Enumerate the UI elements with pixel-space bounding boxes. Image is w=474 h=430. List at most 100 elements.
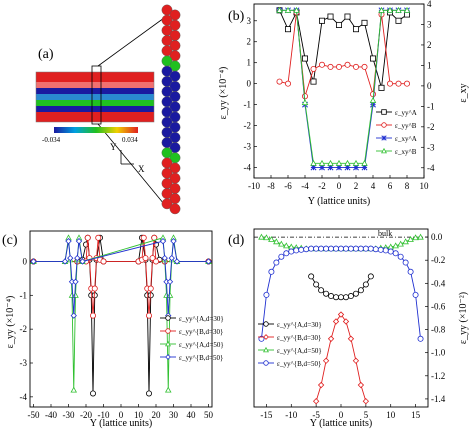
panel-d-series-3-point [337,245,344,252]
panel-b-right-ytick-label: -3 [427,142,435,152]
panel-d-series-3-point [402,259,409,266]
panel-d-series-3-point [397,253,404,260]
panel-b-xtick-label: 6 [388,181,393,191]
axis-x-label: X [138,164,145,174]
panel-c-series-0-point [90,390,97,397]
panel-b-series-3-point [403,6,411,13]
panel-b-series-3-point [327,159,334,166]
panel-d-series-3-point [313,245,320,252]
panel-d-legend-label: ε_yy^{B,d=50} [277,360,321,368]
panel-c-series-2-point [72,291,79,298]
panel-b-ylabel-left: ε_yy (×10⁻⁴) [218,67,229,120]
panel-d-xtick-label: -15 [260,410,272,420]
panel-d-legend-marker [263,346,269,353]
panel-d-ytick-label: -1.2 [431,371,445,381]
panel-d-series-0-point [313,281,320,288]
panel-c-series-1-point [147,285,154,292]
panel-b-legend-marker [381,122,387,128]
panel-c-series-1-point [84,234,91,241]
panel-b-ytick-label: -2 [244,121,252,131]
panel-d-xtick-label: 10 [386,410,396,420]
panel-c-ytick-label: 0 [23,256,28,266]
panel-b-right-ytick-label: 3 [427,19,432,29]
panel-b-right-ytick-label: -1 [427,101,435,111]
panel-b-series-0-point [301,55,308,62]
panel-c-series-3-point [75,237,83,245]
panel-c-label: (c) [2,233,18,248]
panel-c-series-0-point [145,390,152,397]
panel-c-series-3-point [30,258,37,265]
panel-d-series-3-point [303,246,310,253]
panel-d-ytick-label: -1.0 [431,348,446,358]
panel-c-series-3-point [70,312,77,319]
panel-d-series-1-point [362,398,370,405]
panel-b-ytick-label: -3 [244,142,252,152]
panel-b-xtick-label: 8 [405,181,410,191]
panel-b-series-0-point [335,21,342,28]
panel-c-xtick-label: 50 [204,410,214,420]
panel-b-series-0-point [344,13,351,20]
panel-d-ytick-label: -0.4 [431,278,446,288]
panel-b-series-3-point [293,6,300,13]
panel-c-series-3-point [79,258,86,265]
panel-d-legend-marker [263,334,269,340]
panel-d-series-3-point [392,250,399,257]
panel-b-series-1 [276,9,410,100]
panel-c-series-1 [30,234,212,319]
panel-c-series-1-point [95,234,102,241]
panel-c-series-2 [30,234,212,393]
panel-b-series-0-point [318,17,325,24]
panel-b-legend: ε_yy^A ε_yy^B ε_xy^A ε_xy^B [376,109,417,156]
panel-b-series-3-point [386,6,394,13]
panel-c-legend-entry-2: ε_yy^{A,d=50} [160,340,224,349]
atom [169,203,181,215]
panel-d-series-0-point [342,294,349,301]
panel-b-series-1-point [344,61,351,68]
panel-d-series-3-point [377,246,384,253]
panel-c-series-2-line [33,237,209,391]
panel-b-series-1-point [352,63,359,70]
panel-d-series-0-point [323,290,330,297]
panel-d-series-1-point [352,357,360,364]
panel-d-legend-label: ε_yy^{B,d=30} [277,334,321,342]
panel-c-legend-marker [165,340,171,347]
panel-c-series-1-point [91,285,98,292]
panel-d-series-1-point [322,357,330,364]
panel-d-ytick-label: -0.2 [431,255,445,265]
panel-d-label: (d) [228,233,245,248]
panel-c-legend-entry-1: ε_yy^{B,d=30} [160,328,223,336]
panel-b-series-3-point [395,6,402,13]
panel-d-legend-marker [263,360,269,366]
panel-c-series-1-point [140,234,147,241]
panel-d-series-3-point [357,245,364,252]
panel-d-series-3-point [382,247,389,254]
panel-b-series-0-point [378,84,385,91]
panel-d-series-3-point [283,250,290,257]
panel-c-xtick-label: 40 [187,410,197,420]
panel-b-xtick-label: -8 [267,181,275,191]
panel-c-legend: ε_yy^{A,d=30} ε_yy^{B,d=30} ε_yy^{A,d=50} ε… [160,315,224,362]
panel-d-legend-entry-0: ε_yy^{A,d=30} [258,321,322,329]
panel-c-ytick-label: -1 [20,290,28,300]
panel-b-series-0-point [352,26,359,33]
panel-c-series-3-point [159,237,167,245]
panel-b-legend-label: ε_yy^B [395,122,417,130]
panel-d-series-3 [258,245,424,342]
panel-d-series-0-point [357,287,364,294]
panel-b-series-0-point [369,55,376,62]
colorbar [54,127,138,133]
panel-b-legend-entry-2: ε_xy^A [376,135,417,143]
panel-c-series-1-point [142,255,149,262]
panel-d-series-3-point [372,246,379,253]
panel-d-xlabel: Y (lattice units) [310,418,372,429]
panel-c-axes: -50 -40 -30 -20 -10 0 10 20 30 40 50-4-3-2-10 [20,256,214,420]
atomic-slab [35,71,155,123]
panel-c-legend-label: ε_yy^{B,d=30} [179,328,223,336]
panel-a-label: (a) [38,47,54,62]
panel-d-legend-label: ε_yy^{A,d=50} [277,347,322,355]
panel-d-legend-label: ε_yy^{A,d=30} [277,321,322,329]
panel-b-series-1-point [284,80,291,87]
panel-d-series-3-point [273,259,280,266]
panel-b: (b) -10 -8 -6 -4 -2 0 2 4 6 8 10-4-3-2-10123-4-3-2… [218,0,469,207]
panel-d-series-2-point [283,242,290,249]
